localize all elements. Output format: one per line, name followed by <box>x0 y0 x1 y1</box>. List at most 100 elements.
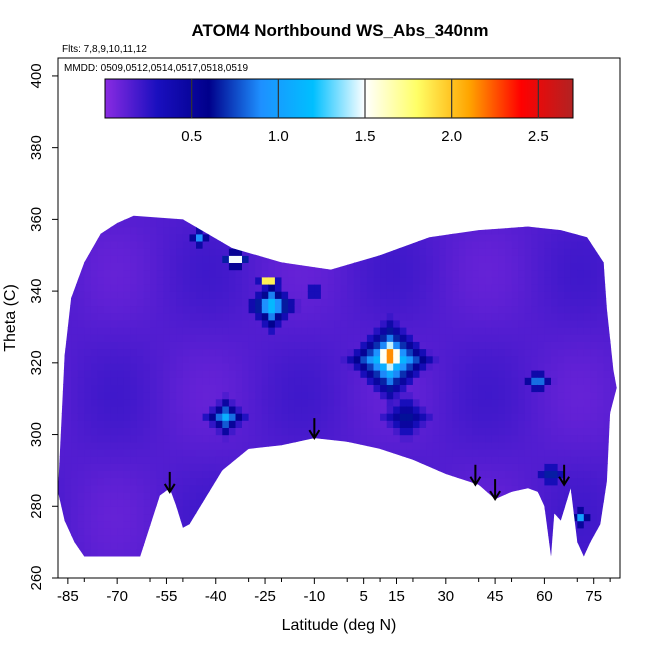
heatmap-cell <box>353 470 361 479</box>
heatmap-cell <box>334 377 342 385</box>
heatmap-cell <box>518 441 526 450</box>
heatmap-cell <box>156 549 164 557</box>
heatmap-cell <box>255 312 263 321</box>
heatmap-cell <box>84 240 92 249</box>
heatmap-cell <box>577 441 585 450</box>
heatmap-cell <box>235 413 243 421</box>
heatmap-cell <box>314 370 322 378</box>
heatmap-cell <box>597 527 605 536</box>
heatmap-cell <box>531 355 539 364</box>
heatmap-cell <box>603 312 611 321</box>
heatmap-cell <box>334 384 342 393</box>
heatmap-cell <box>551 283 559 292</box>
heatmap-cell <box>71 484 79 493</box>
heatmap-cell <box>215 434 223 443</box>
heatmap-cell <box>485 405 493 414</box>
heatmap-cell <box>294 427 302 436</box>
colorbar-tick-label: 2.5 <box>528 128 549 145</box>
heatmap-cell <box>544 448 552 457</box>
heatmap-cell <box>604 564 611 572</box>
heatmap-cell <box>583 384 591 393</box>
heatmap-cell <box>163 233 171 242</box>
heatmap-cell <box>445 499 453 507</box>
heatmap-cell <box>268 355 276 364</box>
heatmap-cell <box>478 276 486 285</box>
heatmap-cell <box>209 219 217 228</box>
heatmap-cell <box>71 405 79 414</box>
heatmap-cell <box>169 448 177 457</box>
heatmap-cell <box>97 499 105 507</box>
heatmap-cell <box>590 499 598 507</box>
heatmap-cell <box>104 556 112 557</box>
heatmap-cell <box>583 398 591 407</box>
heatmap-cell <box>110 334 118 342</box>
heatmap-cell <box>505 499 513 507</box>
heatmap-cell <box>136 477 145 486</box>
heatmap-cell <box>202 255 210 263</box>
heatmap-cell <box>465 535 473 543</box>
heatmap-cell <box>399 219 407 228</box>
heatmap-cell <box>189 377 197 385</box>
heatmap-cell <box>478 484 486 493</box>
heatmap-cell <box>288 564 295 572</box>
heatmap-cell <box>406 327 414 335</box>
heatmap-cell <box>485 334 493 342</box>
heatmap-cell <box>314 377 322 385</box>
heatmap-cell <box>235 420 243 428</box>
heatmap-cell <box>320 298 329 307</box>
heatmap-cell <box>202 413 210 421</box>
heatmap-cell <box>544 535 552 543</box>
heatmap-cell <box>478 215 486 220</box>
heatmap-cell <box>485 298 493 307</box>
heatmap-cell <box>406 499 414 507</box>
heatmap-cell <box>551 564 558 572</box>
heatmap-cell <box>123 405 131 414</box>
heatmap-cell <box>524 434 532 443</box>
heatmap-cell <box>485 355 493 364</box>
heatmap-cell <box>110 248 118 256</box>
heatmap-cell <box>202 348 210 357</box>
heatmap-cell <box>505 219 513 228</box>
heatmap-cell <box>439 491 447 500</box>
heatmap-cell <box>597 291 605 299</box>
heatmap-cell <box>110 463 118 471</box>
heatmap-cell <box>261 556 269 557</box>
heatmap-cell <box>373 463 381 471</box>
heatmap-cell <box>182 291 191 299</box>
heatmap-cell <box>314 276 322 285</box>
heatmap-cell <box>564 470 572 479</box>
heatmap-cell <box>117 384 125 393</box>
heatmap-cell <box>459 283 467 292</box>
heatmap-cell <box>169 355 177 364</box>
heatmap-cell <box>432 377 440 385</box>
heatmap-cell <box>412 298 421 307</box>
heatmap-cell <box>314 269 322 278</box>
heatmap-cell <box>182 215 191 220</box>
heatmap-cell <box>169 255 177 263</box>
heatmap-cell <box>439 276 447 285</box>
heatmap-cell <box>439 233 447 242</box>
heatmap-cell <box>320 377 329 385</box>
heatmap-cell <box>71 542 79 550</box>
heatmap-cell <box>597 470 605 479</box>
heatmap-cell <box>314 535 322 543</box>
heatmap-cell <box>288 448 296 457</box>
heatmap-cell <box>242 327 250 335</box>
heatmap-cell <box>130 506 138 515</box>
heatmap-cell <box>531 427 539 436</box>
heatmap-cell <box>202 470 210 479</box>
heatmap-cell <box>77 319 85 328</box>
heatmap-cell <box>412 405 421 414</box>
heatmap-cell <box>505 477 513 486</box>
heatmap-cell <box>176 384 184 393</box>
heatmap-cell <box>465 377 473 385</box>
heatmap-cell <box>445 319 453 328</box>
heatmap-cell <box>439 520 447 529</box>
heatmap-cell <box>202 391 210 400</box>
heatmap-cell <box>445 341 453 350</box>
heatmap-cell <box>393 384 401 393</box>
heatmap-cell <box>268 377 276 385</box>
heatmap-cell <box>281 499 289 507</box>
heatmap-cell <box>491 334 499 342</box>
heatmap-cell <box>406 276 414 285</box>
